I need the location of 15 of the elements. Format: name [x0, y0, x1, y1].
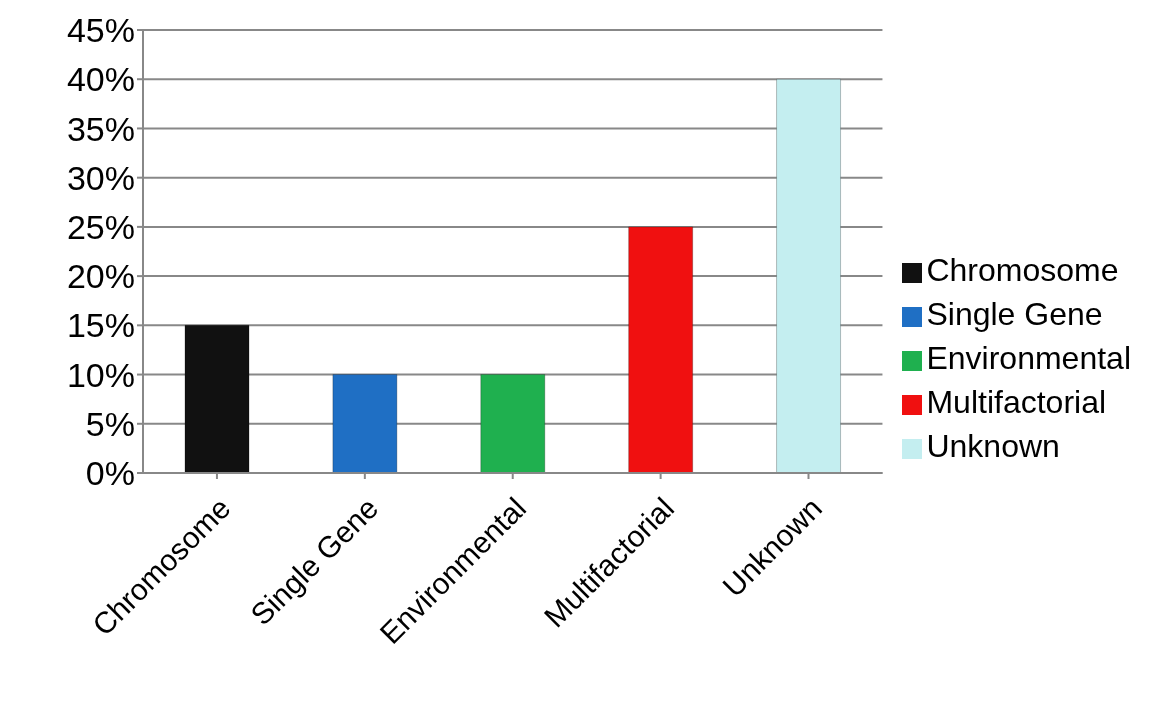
- y-tick-label: 30%: [66, 158, 135, 197]
- legend-label: Multifactorial: [926, 384, 1107, 420]
- legend-label: Unknown: [926, 428, 1060, 464]
- y-tick-label: 0%: [85, 454, 135, 493]
- y-tick-label: 5%: [85, 404, 135, 443]
- legend-label: Single Gene: [926, 296, 1103, 332]
- y-tick-label: 10%: [66, 355, 135, 394]
- y-tick-label: 40%: [66, 60, 135, 99]
- y-tick-label: 15%: [66, 306, 135, 345]
- legend-label: Chromosome: [926, 252, 1119, 288]
- y-tick-label: 35%: [66, 109, 135, 148]
- y-tick-label: 20%: [66, 257, 135, 296]
- y-tick-label: 45%: [66, 11, 135, 50]
- y-tick-label: 25%: [66, 207, 135, 246]
- legend-label: Environmental: [926, 340, 1131, 376]
